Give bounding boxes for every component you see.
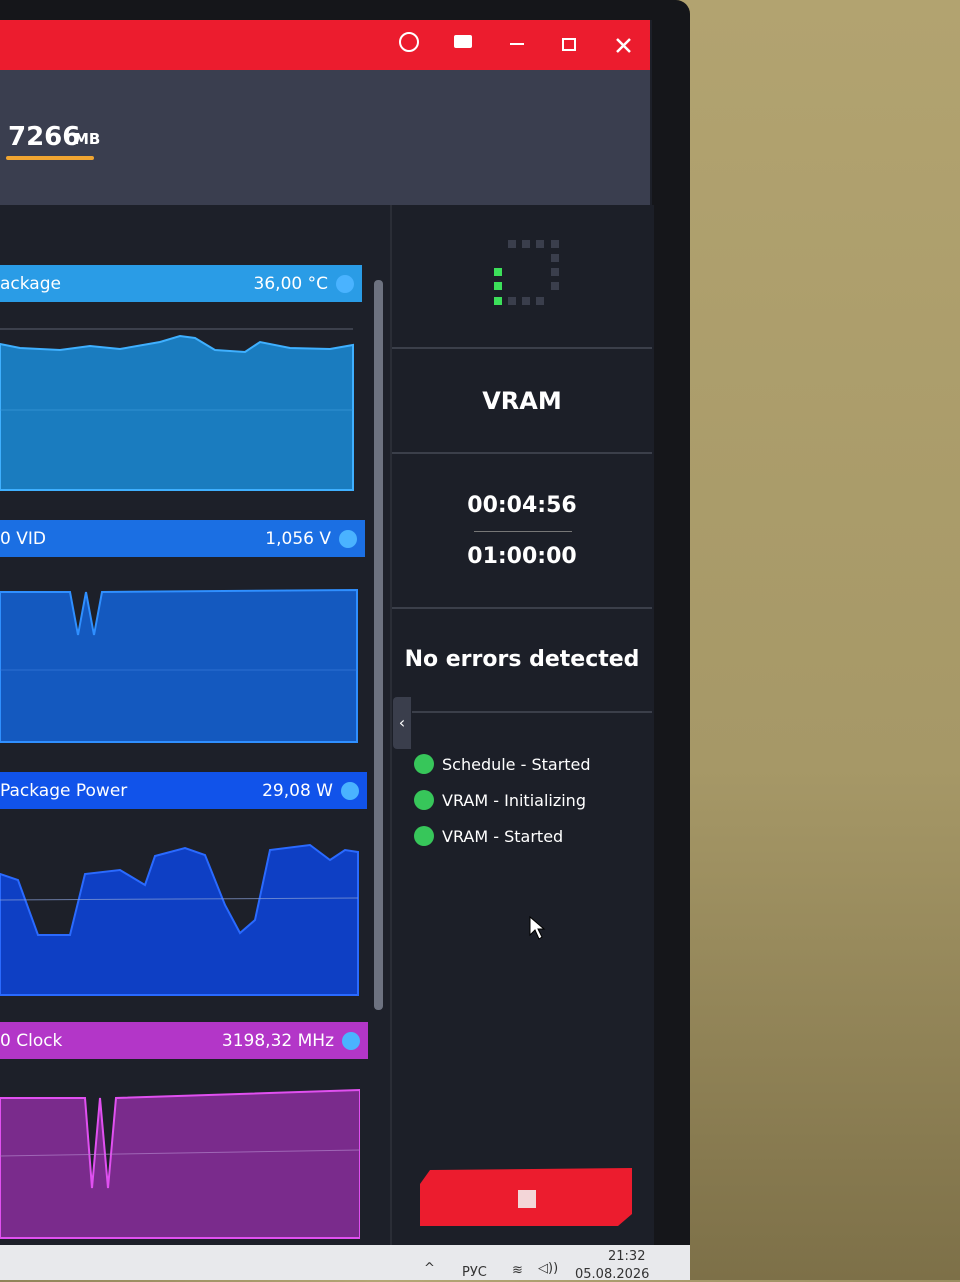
memory-bar	[6, 156, 94, 160]
panel-value: 29,08 W	[262, 780, 333, 801]
test-name: VRAM	[482, 387, 562, 415]
memory-value: 7266	[8, 122, 81, 152]
network-icon[interactable]: ≋	[512, 1263, 523, 1278]
panel-header: 0 Clock 3198,32 MHz	[0, 1022, 368, 1059]
log-text: VRAM - Initializing	[442, 790, 586, 810]
sensor-graph	[0, 1088, 360, 1239]
info-icon[interactable]	[341, 781, 359, 800]
sensor-graph	[0, 588, 358, 743]
panel-header: Package Power 29,08 W	[0, 772, 367, 809]
log-text: VRAM - Started	[442, 826, 564, 846]
tray-arrow[interactable]: ^	[424, 1261, 435, 1276]
volume-icon[interactable]: ◁))	[538, 1261, 559, 1276]
memory-unit: MB	[74, 130, 101, 148]
panel-value: 3198,32 MHz	[221, 1030, 334, 1051]
panel-value: 36,00 °C	[253, 273, 328, 294]
log-entry: VRAM - Started	[414, 826, 563, 846]
time-separator	[474, 531, 572, 532]
panel-title: 0 VID	[0, 528, 46, 549]
panel-header: 0 VID 1,056 V	[0, 520, 365, 557]
mouse-cursor	[529, 915, 546, 940]
panel-title: ackage	[0, 273, 61, 294]
divider	[392, 452, 652, 454]
title-bar	[0, 20, 650, 70]
info-icon[interactable]	[342, 1031, 360, 1050]
progress-indicator	[494, 240, 559, 305]
sensor-graph	[0, 843, 359, 996]
sensor-graph	[0, 320, 355, 491]
window-controls	[399, 32, 631, 53]
log-text: Schedule - Started	[442, 754, 591, 774]
divider	[412, 711, 652, 713]
status-panel	[390, 205, 654, 1245]
test-duration: 01:00:00	[467, 544, 577, 569]
stop-button[interactable]	[418, 1168, 634, 1232]
language[interactable]: РУС	[462, 1265, 487, 1280]
panel-value: 1,056 V	[265, 528, 331, 549]
info-icon[interactable]	[339, 529, 357, 548]
panel-header: ackage 36,00 °C	[0, 265, 362, 302]
log-entry: Schedule - Started	[414, 754, 591, 774]
divider	[392, 347, 652, 349]
info-icon[interactable]	[336, 274, 354, 293]
header: 7266 MB	[0, 70, 650, 205]
clock-date[interactable]: 05.08.2026	[575, 1267, 650, 1282]
scrollbar[interactable]	[374, 280, 383, 1010]
divider	[392, 607, 652, 609]
taskbar: ^ РУС ≋ ◁)) 21:32 05.08.2026	[0, 1245, 690, 1282]
clock-time[interactable]: 21:32	[608, 1249, 646, 1264]
restore-button[interactable]	[562, 38, 576, 51]
panel-title: 0 Clock	[0, 1030, 63, 1051]
panel-title: Package Power	[0, 780, 128, 801]
log-entry: VRAM - Initializing	[414, 790, 586, 810]
close-button[interactable]	[616, 38, 631, 53]
help-button[interactable]	[399, 32, 419, 52]
result-text: No errors detected	[404, 647, 640, 672]
screenshot-button[interactable]	[454, 35, 472, 48]
elapsed-time: 00:04:56	[467, 493, 577, 518]
collapse-button[interactable]: ‹	[393, 697, 411, 749]
